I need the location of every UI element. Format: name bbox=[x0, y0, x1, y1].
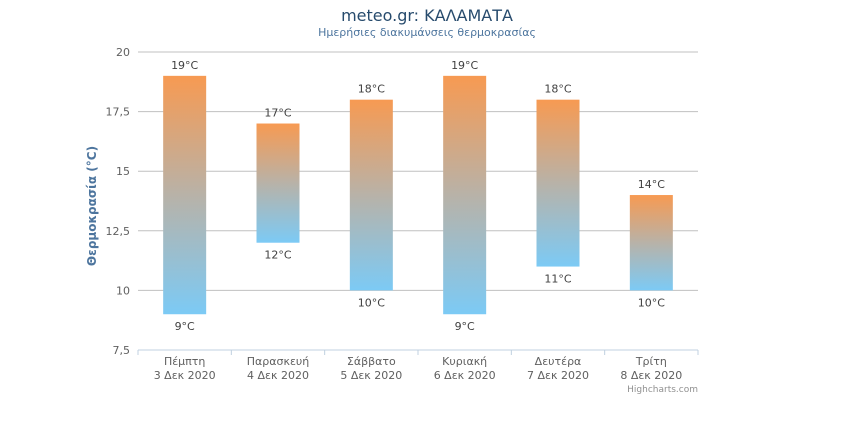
x-tick-date-label: 6 Δεκ 2020 bbox=[434, 369, 496, 382]
x-tick-day-label: Σάββατο bbox=[347, 355, 396, 368]
range-bar bbox=[443, 75, 487, 315]
y-tick-label: 20 bbox=[116, 46, 130, 59]
x-tick-day-label: Τρίτη bbox=[635, 355, 667, 368]
x-tick-date-label: 7 Δεκ 2020 bbox=[527, 369, 589, 382]
high-value-label: 18°C bbox=[358, 83, 385, 96]
high-value-label: 14°C bbox=[638, 178, 665, 191]
x-tick-date-label: 4 Δεκ 2020 bbox=[247, 369, 309, 382]
y-tick-label: 7,5 bbox=[113, 344, 131, 357]
chart-title: meteo.gr: ΚΑΛΑΜΑΤΑ bbox=[341, 6, 513, 25]
low-value-label: 12°C bbox=[264, 249, 291, 262]
x-tick-date-label: 5 Δεκ 2020 bbox=[340, 369, 402, 382]
high-value-label: 17°C bbox=[264, 107, 291, 120]
chart-subtitle: Ημερήσιες διακυμάνσεις θερμοκρασίας bbox=[318, 26, 536, 39]
x-tick-date-label: 8 Δεκ 2020 bbox=[620, 369, 682, 382]
range-bar bbox=[536, 99, 580, 267]
y-tick-label: 12,5 bbox=[106, 225, 131, 238]
gridlines bbox=[138, 51, 698, 291]
range-bar bbox=[349, 99, 393, 291]
range-bar bbox=[256, 123, 300, 243]
y-axis-title: Θερμοκρασία (°C) bbox=[85, 146, 99, 266]
range-bar bbox=[163, 75, 207, 315]
low-value-label: 10°C bbox=[638, 296, 665, 309]
y-axis-ticks: 7,5 10 12,5 15 17,5 20 bbox=[106, 46, 131, 357]
x-tick-day-label: Δευτέρα bbox=[535, 355, 582, 368]
low-value-label: 9°C bbox=[175, 320, 195, 333]
x-tick-day-label: Πέμπτη bbox=[164, 355, 205, 368]
y-tick-label: 10 bbox=[116, 284, 130, 297]
low-value-label: 9°C bbox=[455, 320, 475, 333]
high-value-label: 19°C bbox=[171, 59, 198, 72]
x-tick-date-label: 3 Δεκ 2020 bbox=[154, 369, 216, 382]
x-tick-day-label: Παρασκευή bbox=[247, 355, 310, 368]
y-tick-label: 15 bbox=[116, 165, 130, 178]
high-value-label: 18°C bbox=[544, 83, 571, 96]
range-bar bbox=[629, 195, 673, 291]
bars: 19°C 9°C 17°C 12°C 18°C 10°C 19°C 9°C 18°C 11°C 14… bbox=[163, 59, 673, 333]
high-value-label: 19°C bbox=[451, 59, 478, 72]
low-value-label: 10°C bbox=[358, 296, 385, 309]
x-tick-day-label: Κυριακή bbox=[442, 355, 487, 368]
low-value-label: 11°C bbox=[544, 273, 571, 286]
y-tick-label: 17,5 bbox=[106, 106, 131, 119]
highcharts-credit[interactable]: Highcharts.com bbox=[627, 385, 698, 395]
